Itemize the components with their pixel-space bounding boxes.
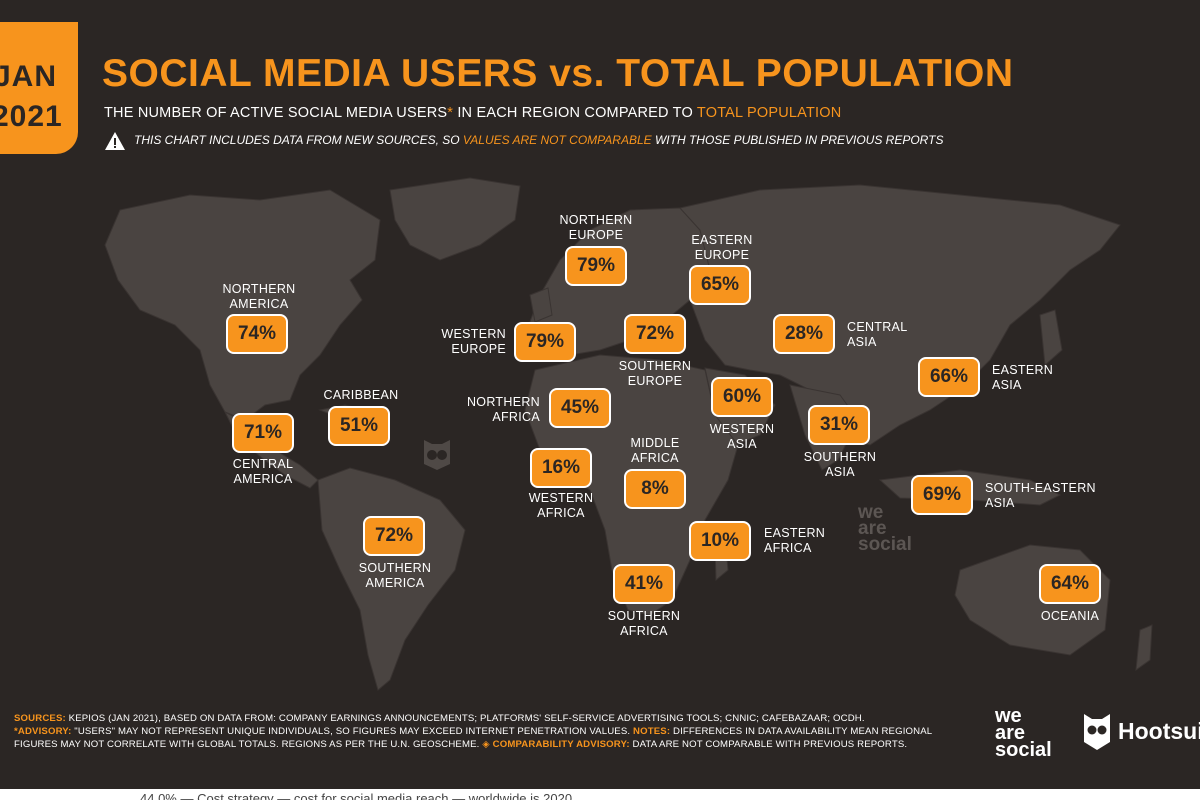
- region-value-eastern-europe: 65%: [689, 265, 751, 305]
- sources-text: KEPIOS (JAN 2021), BASED ON DATA FROM: C…: [65, 713, 865, 724]
- south-america-shape: [317, 467, 466, 691]
- footer-notes: SOURCES: KEPIOS (JAN 2021), BASED ON DAT…: [14, 712, 974, 751]
- region-label-middle-africa: MIDDLE AFRICA: [630, 436, 680, 465]
- region-value-western-asia: 60%: [711, 377, 773, 417]
- watermark-line1: we: [858, 502, 884, 523]
- region-label-western-africa: WESTERN AFRICA: [528, 491, 594, 520]
- region-label-south-eastern-asia: SOUTH-EASTERN ASIA: [985, 481, 1096, 510]
- warning-icon: [105, 132, 125, 150]
- subtitle-highlight: TOTAL POPULATION: [696, 105, 842, 121]
- region-value-western-europe: 79%: [514, 322, 576, 362]
- subtitle-asterisk: *: [447, 105, 454, 121]
- hootsuite-owl-icon: [1084, 714, 1110, 750]
- geoscheme-text: FIGURES MAY NOT CORRELATE WITH GLOBAL TO…: [14, 739, 483, 750]
- warning-highlight: VALUES ARE NOT COMPARABLE: [462, 133, 652, 147]
- warning-text: THIS CHART INCLUDES DATA FROM NEW SOURCE…: [134, 133, 463, 147]
- region-value-central-asia: 28%: [773, 314, 835, 354]
- advisory-text: "USERS" MAY NOT REPRESENT UNIQUE INDIVID…: [71, 726, 634, 737]
- new-zealand-shape: [1135, 624, 1153, 672]
- hootsuite-owl-watermark-icon: [424, 440, 450, 470]
- notes-label: NOTES:: [633, 726, 671, 737]
- underlying-text-fragment: 44.0% — Cost strategy — cost for social …: [140, 791, 573, 800]
- region-label-central-asia: CENTRAL ASIA: [847, 320, 908, 349]
- notes-text: DIFFERENCES IN DATA AVAILABILITY MEAN RE…: [670, 726, 933, 737]
- page-title: SOCIAL MEDIA USERS vs. TOTAL POPULATION: [102, 52, 1014, 95]
- footer-advisory-row: *ADVISORY: "USERS" MAY NOT REPRESENT UNI…: [14, 725, 974, 738]
- subtitle: THE NUMBER OF ACTIVE SOCIAL MEDIA USERS*…: [104, 105, 841, 121]
- advisory-label: *ADVISORY:: [14, 726, 72, 737]
- logo-line1: we: [995, 705, 1022, 727]
- region-label-western-asia: WESTERN ASIA: [709, 422, 775, 451]
- region-value-eastern-africa: 10%: [689, 521, 751, 561]
- region-label-central-america: CENTRAL AMERICA: [232, 457, 294, 486]
- logo-line3: social: [995, 739, 1052, 761]
- region-label-oceania: OCEANIA: [1040, 609, 1100, 623]
- comparability-warning: THIS CHART INCLUDES DATA FROM NEW SOURCE…: [134, 133, 943, 147]
- date-month: JAN: [0, 60, 58, 93]
- logo-line2: are: [995, 722, 1026, 744]
- watermark-line3: social: [858, 534, 912, 555]
- uk-shape: [529, 287, 553, 323]
- hootsuite-logo: Hootsuite: [1082, 712, 1200, 752]
- footer-sources-row: SOURCES: KEPIOS (JAN 2021), BASED ON DAT…: [14, 712, 974, 725]
- comparability-text: DATA ARE NOT COMPARABLE WITH PREVIOUS RE…: [629, 739, 908, 750]
- region-value-eastern-asia: 66%: [918, 357, 980, 397]
- we-are-social-watermark: we are social: [858, 502, 912, 555]
- region-label-northern-america: NORTHERN AMERICA: [222, 282, 296, 311]
- north-america-shape: [104, 189, 381, 421]
- we-are-social-logo: we are social: [995, 705, 1052, 761]
- region-value-southern-africa: 41%: [613, 564, 675, 604]
- region-value-southern-europe: 72%: [624, 314, 686, 354]
- region-value-southern-america: 72%: [363, 516, 425, 556]
- region-value-northern-america: 74%: [226, 314, 288, 354]
- region-value-southern-asia: 31%: [808, 405, 870, 445]
- region-value-northern-europe: 79%: [565, 246, 627, 286]
- region-label-eastern-europe: EASTERN EUROPE: [691, 233, 753, 262]
- region-value-middle-africa: 8%: [624, 469, 686, 509]
- region-label-western-europe: WESTERN EUROPE: [441, 327, 506, 356]
- region-label-eastern-africa: EASTERN AFRICA: [764, 526, 826, 555]
- sources-label: SOURCES:: [14, 713, 66, 724]
- warning-text-end: WITH THOSE PUBLISHED IN PREVIOUS REPORTS: [651, 133, 944, 147]
- region-label-caribbean: CARIBBEAN: [323, 388, 399, 402]
- comparability-label: ◈ COMPARABILITY ADVISORY:: [482, 739, 630, 750]
- region-label-southern-asia: SOUTHERN ASIA: [803, 450, 877, 479]
- region-value-caribbean: 51%: [328, 406, 390, 446]
- region-label-eastern-asia: EASTERN ASIA: [992, 363, 1054, 392]
- greenland-shape: [389, 177, 521, 261]
- region-value-western-africa: 16%: [530, 448, 592, 488]
- date-year: 2021: [0, 100, 63, 133]
- region-value-northern-africa: 45%: [549, 388, 611, 428]
- date-badge: JAN 2021: [0, 22, 78, 154]
- subtitle-text: THE NUMBER OF ACTIVE SOCIAL MEDIA USERS: [104, 105, 448, 121]
- region-label-southern-africa: SOUTHERN AFRICA: [607, 609, 681, 638]
- underlying-page-text: 44.0% — Cost strategy — cost for social …: [0, 789, 1200, 800]
- region-value-oceania: 64%: [1039, 564, 1101, 604]
- subtitle-text-mid: IN EACH REGION COMPARED TO: [453, 105, 697, 121]
- region-value-central-america: 71%: [232, 413, 294, 453]
- region-label-southern-europe: SOUTHERN EUROPE: [618, 359, 692, 388]
- asia-shape: [679, 184, 1121, 446]
- region-label-southern-america: SOUTHERN AMERICA: [358, 561, 432, 590]
- watermark-line2: are: [858, 518, 887, 539]
- region-label-northern-africa: NORTHERN AFRICA: [466, 395, 540, 424]
- region-value-south-eastern-asia: 69%: [911, 475, 973, 515]
- region-label-northern-europe: NORTHERN EUROPE: [559, 213, 633, 242]
- hootsuite-wordmark: Hootsuite: [1118, 718, 1200, 744]
- japan-shape: [1039, 309, 1063, 367]
- footer-geoscheme-row: FIGURES MAY NOT CORRELATE WITH GLOBAL TO…: [14, 738, 974, 751]
